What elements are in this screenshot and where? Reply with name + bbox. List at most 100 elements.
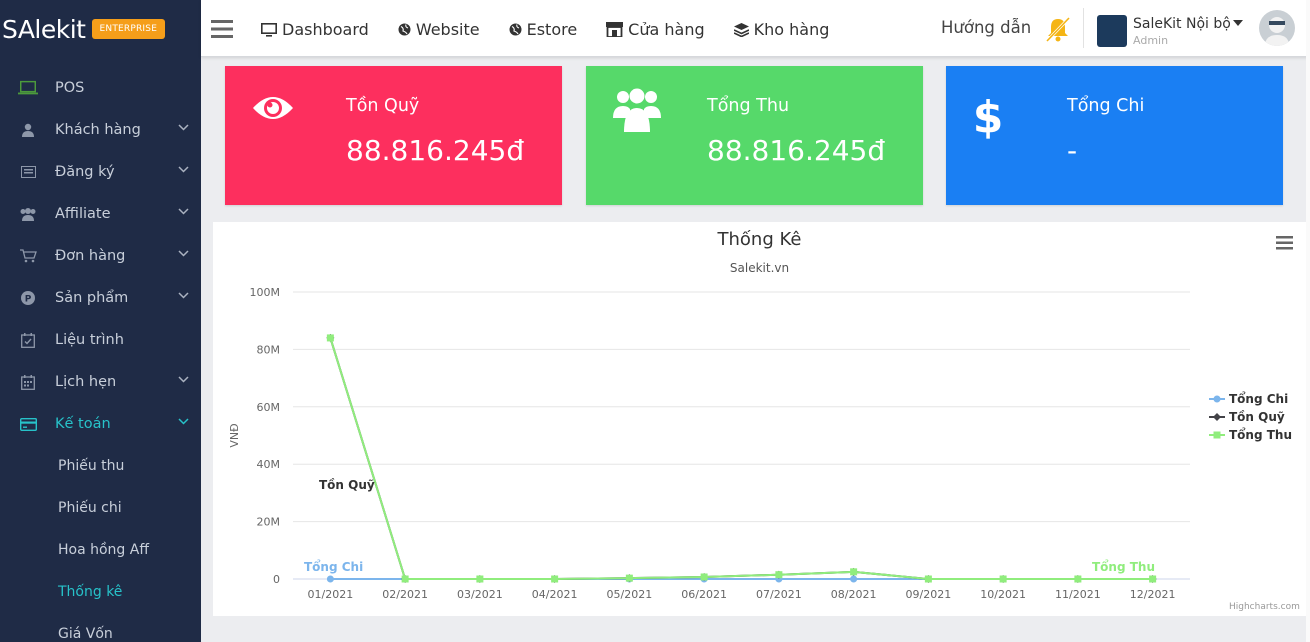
scrollbar[interactable] (1306, 0, 1310, 642)
bell-slash-icon[interactable] (1044, 15, 1072, 43)
user-icon (18, 123, 38, 137)
data-point (1074, 575, 1082, 583)
chart-panel: Thống Kê Salekit.vn 0 20M 40M 60M 80M 100M 01/… (213, 222, 1306, 616)
sidebar-item-customers[interactable]: Khách hàng (0, 109, 201, 151)
layers-icon (733, 22, 749, 37)
x-tick-label: 06/2021 (681, 588, 727, 601)
users-icon (18, 207, 38, 221)
data-point (551, 575, 559, 583)
y-tick-label: 0 (273, 573, 280, 586)
sidebar-item-label: POS (55, 80, 85, 96)
nav-warehouse[interactable]: Kho hàng (733, 20, 830, 39)
sidebar-item-products[interactable]: P Sản phẩm (0, 277, 201, 319)
divider (1083, 8, 1084, 48)
guide-link[interactable]: Hướng dẫn (941, 18, 1032, 37)
y-tick-label: 60M (257, 401, 281, 414)
legend-marker (1209, 395, 1225, 403)
dollar-icon: $ (973, 92, 1003, 140)
sidebar-item-accounting[interactable]: Kế toán (0, 403, 201, 445)
globe-icon (398, 23, 411, 36)
sidebar-item-appointments[interactable]: Lịch hẹn (0, 361, 201, 403)
chevron-down-icon (178, 166, 189, 173)
hamburger-menu-icon[interactable] (211, 20, 233, 38)
stat-value: 88.816.245đ (707, 134, 886, 167)
data-point (850, 568, 858, 576)
series-annotation: Tổng Chi (304, 559, 363, 574)
legend-item[interactable]: Tổng Chi (1209, 390, 1292, 408)
cart-icon (18, 249, 38, 263)
calendar-icon (18, 374, 38, 390)
y-tick-label: 40M (257, 458, 281, 471)
nav-label: Dashboard (282, 20, 369, 39)
chart-title: Thống Kê (717, 229, 802, 250)
legend-item[interactable]: Tổng Thu (1209, 426, 1292, 444)
sidebar-item-affiliate[interactable]: Affiliate (0, 193, 201, 235)
legend-label: Tổng Chi (1229, 392, 1289, 406)
nav-label: Cửa hàng (628, 20, 705, 39)
sidebar-subitem-cost-price[interactable]: Giá Vốn (58, 626, 113, 642)
x-tick-label: 07/2021 (756, 588, 802, 601)
chart-menu-icon[interactable] (1276, 236, 1293, 250)
series-line (329, 337, 1153, 580)
globe-icon (509, 23, 522, 36)
x-tick-label: 02/2021 (382, 588, 428, 601)
series-annotation: Tổng Thu (1092, 559, 1155, 574)
nav-dashboard[interactable]: Dashboard (261, 20, 369, 39)
legend-marker (1209, 431, 1225, 439)
x-tick-label: 09/2021 (906, 588, 952, 601)
stat-label: Tồn Quỹ (346, 96, 420, 116)
x-tick-label: 04/2021 (532, 588, 578, 601)
stat-value: 88.816.245đ (346, 134, 525, 167)
nav-estore[interactable]: Estore (509, 20, 578, 39)
x-tick-label: 05/2021 (607, 588, 653, 601)
chevron-down-icon (178, 376, 189, 383)
enterprise-badge: ENTERPRISE (91, 19, 166, 39)
chevron-down-icon (178, 292, 189, 299)
data-point (924, 575, 932, 583)
data-point (850, 575, 858, 583)
legend-marker (1209, 413, 1225, 421)
chevron-down-icon (178, 208, 189, 215)
chart-legend: Tổng Chi Tồn Quỹ Tổng Thu (1209, 390, 1292, 444)
stat-value: - (1067, 134, 1078, 167)
sidebar-item-treatment[interactable]: Liệu trình (0, 319, 201, 361)
eye-icon (253, 97, 293, 119)
nav-label: Kho hàng (753, 20, 830, 39)
list-icon (18, 166, 38, 178)
user-product-image (1097, 15, 1127, 47)
sidebar-menu: POS Khách hàng Đăng ký Affiliate Đơn hàn… (0, 67, 201, 642)
legend-item[interactable]: Tồn Quỹ (1209, 408, 1292, 426)
nav-label: Website (415, 20, 480, 39)
data-point (999, 575, 1007, 583)
data-point (700, 573, 708, 581)
caret-down-icon[interactable] (1233, 20, 1243, 26)
avatar[interactable] (1259, 10, 1295, 46)
user-name[interactable]: SaleKit Nội bộ (1133, 16, 1231, 32)
chevron-down-icon (178, 418, 189, 425)
x-tick-label: 10/2021 (980, 588, 1026, 601)
brand: SAlekit ENTERPRISE (0, 0, 201, 58)
calendar-check-icon (18, 332, 38, 348)
nav-label: Estore (526, 20, 578, 39)
store-icon (606, 22, 624, 37)
sidebar-subitem-aff-commission[interactable]: Hoa hồng Aff (58, 542, 149, 558)
y-tick-label: 20M (257, 516, 281, 529)
sidebar-subitem-receipts[interactable]: Phiếu thu (58, 458, 125, 474)
sidebar-item-pos[interactable]: POS (0, 67, 201, 109)
sidebar-item-label: Liệu trình (55, 332, 124, 348)
credit-card-icon (18, 417, 38, 431)
stat-card-balance: Tồn Quỹ 88.816.245đ (225, 66, 562, 205)
nav-website[interactable]: Website (398, 20, 480, 39)
sidebar-subitem-statistics[interactable]: Thống kê (58, 584, 123, 600)
sidebar-item-label: Kế toán (55, 416, 111, 432)
y-axis-label: VNĐ (228, 423, 241, 447)
laptop-icon (18, 80, 38, 96)
logo[interactable]: SAlekit (2, 14, 86, 44)
data-point (1149, 575, 1157, 583)
sidebar-item-registration[interactable]: Đăng ký (0, 151, 201, 193)
nav-store[interactable]: Cửa hàng (606, 20, 705, 39)
sidebar-item-orders[interactable]: Đơn hàng (0, 235, 201, 277)
chart-credits[interactable]: Highcharts.com (1229, 602, 1300, 612)
sidebar-subitem-payments[interactable]: Phiếu chi (58, 500, 122, 516)
sidebar-item-label: Đơn hàng (55, 248, 126, 264)
